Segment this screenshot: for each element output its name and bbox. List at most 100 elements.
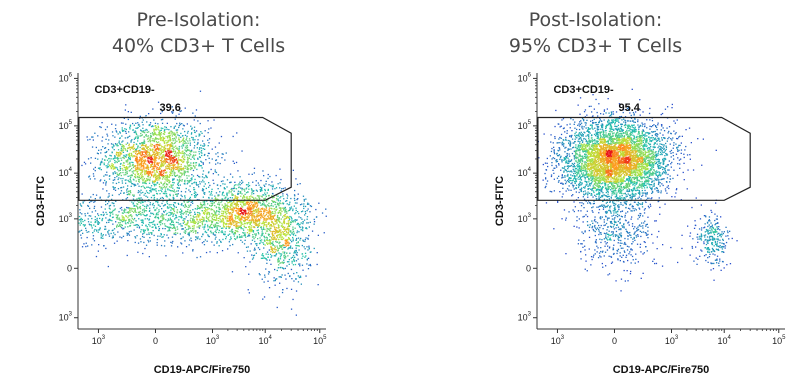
event-dot xyxy=(203,213,206,215)
event-dot xyxy=(296,223,298,226)
event-dot xyxy=(172,208,174,210)
event-dot xyxy=(229,219,231,221)
event-dot xyxy=(105,247,107,250)
event-dot xyxy=(208,128,210,130)
event-dot xyxy=(198,214,200,216)
event-dot xyxy=(131,139,133,141)
event-dot xyxy=(149,187,151,189)
event-dot xyxy=(153,185,156,187)
event-dot xyxy=(216,228,219,231)
event-dot xyxy=(231,271,234,273)
event-dot xyxy=(171,242,173,244)
event-dot xyxy=(137,147,139,149)
event-dot xyxy=(267,199,269,201)
event-dot xyxy=(155,227,157,229)
event-dot xyxy=(129,124,132,126)
event-dot xyxy=(150,164,152,166)
event-dot xyxy=(213,219,215,221)
event-dot xyxy=(112,209,114,212)
event-dot xyxy=(162,205,165,207)
event-dot xyxy=(232,211,234,213)
event-dot xyxy=(245,216,248,218)
event-dot xyxy=(126,166,128,169)
event-dot xyxy=(207,207,209,209)
event-dot xyxy=(251,230,253,232)
event-dot xyxy=(154,145,156,148)
event-dot xyxy=(234,202,236,204)
event-dot xyxy=(178,148,180,150)
event-dot xyxy=(122,220,125,222)
event-dot xyxy=(117,152,119,154)
event-dot xyxy=(197,158,199,160)
event-dot xyxy=(173,232,175,234)
event-dot xyxy=(295,219,297,221)
event-dot xyxy=(137,135,139,137)
event-dot xyxy=(164,225,166,227)
event-dot xyxy=(302,195,305,197)
event-dot xyxy=(158,167,160,169)
event-dot xyxy=(180,216,182,218)
event-dot xyxy=(166,158,169,160)
event-dot xyxy=(166,178,168,180)
event-dot xyxy=(110,143,113,145)
event-dot xyxy=(296,183,299,186)
event-dot xyxy=(157,162,159,164)
event-dot xyxy=(123,227,125,230)
event-dot xyxy=(277,218,279,220)
event-dot xyxy=(105,151,107,153)
event-dot xyxy=(155,178,157,180)
event-dot xyxy=(140,145,143,147)
event-dot xyxy=(224,183,226,185)
event-dot xyxy=(106,150,108,153)
event-dot xyxy=(123,192,125,194)
event-dot xyxy=(206,220,208,223)
event-dot xyxy=(279,256,282,258)
event-dot xyxy=(137,200,139,202)
event-dot xyxy=(229,230,231,232)
event-dot xyxy=(154,125,156,127)
event-dot xyxy=(162,136,164,138)
event-dot xyxy=(253,172,255,174)
event-dot xyxy=(145,128,147,131)
event-dot xyxy=(299,265,301,267)
event-dot xyxy=(126,206,128,209)
event-dot xyxy=(169,148,171,150)
event-dot xyxy=(164,162,166,165)
event-dot xyxy=(232,187,235,190)
event-dot xyxy=(222,183,224,185)
event-dot xyxy=(235,197,238,200)
event-dot xyxy=(132,172,134,174)
event-dot xyxy=(294,227,296,229)
event-dot xyxy=(258,224,261,227)
event-dot xyxy=(278,229,280,231)
event-dot xyxy=(270,230,272,233)
event-dot xyxy=(141,121,143,123)
event-dot xyxy=(281,253,283,255)
event-dot xyxy=(226,205,229,207)
event-dot xyxy=(112,143,114,146)
event-dot xyxy=(164,147,166,149)
event-dot xyxy=(287,228,289,230)
event-dot xyxy=(172,204,175,206)
event-dot xyxy=(271,243,274,245)
event-dot xyxy=(268,242,270,244)
event-dot xyxy=(131,154,133,156)
event-dot xyxy=(168,198,170,200)
event-dot xyxy=(185,216,187,218)
event-dot xyxy=(290,288,293,290)
event-dot xyxy=(130,146,132,148)
event-dot xyxy=(133,124,135,126)
event-dot xyxy=(100,169,102,171)
event-dot xyxy=(286,241,288,244)
event-dot xyxy=(220,241,222,243)
event-dot xyxy=(186,147,188,149)
event-dot xyxy=(223,188,226,190)
event-dot xyxy=(155,179,157,181)
event-dot xyxy=(270,250,272,253)
event-dot xyxy=(111,146,113,148)
event-dot xyxy=(164,189,167,191)
event-dot xyxy=(164,228,166,230)
event-dot xyxy=(149,190,151,192)
event-dot xyxy=(149,207,151,209)
event-dot xyxy=(89,138,91,141)
